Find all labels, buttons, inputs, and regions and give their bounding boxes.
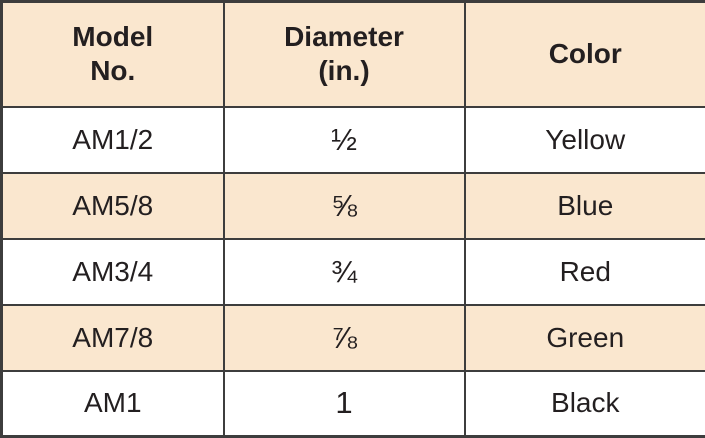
color-cell: Red (465, 239, 705, 305)
diameter-cell: ⅞ (224, 305, 465, 371)
color-cell: Black (465, 371, 705, 437)
table-row: AM1 1 Black (2, 371, 705, 437)
model-no-cell: AM1 (2, 371, 224, 437)
header-cell-diameter: Diameter (in.) (224, 2, 465, 107)
header-cell-color: Color (465, 2, 705, 107)
table-row: AM5/8 ⅝ Blue (2, 173, 705, 239)
diameter-cell: ¾ (224, 239, 465, 305)
model-no-cell: AM1/2 (2, 107, 224, 173)
table-row: AM7/8 ⅞ Green (2, 305, 705, 371)
header-cell-model-no: Model No. (2, 2, 224, 107)
color-cell: Green (465, 305, 705, 371)
color-cell: Blue (465, 173, 705, 239)
model-no-cell: AM7/8 (2, 305, 224, 371)
diameter-cell: ⅝ (224, 173, 465, 239)
diameter-cell: ½ (224, 107, 465, 173)
diameter-cell: 1 (224, 371, 465, 437)
model-no-cell: AM3/4 (2, 239, 224, 305)
header-row: Model No. Diameter (in.) Color (2, 2, 705, 107)
table-row: AM1/2 ½ Yellow (2, 107, 705, 173)
table-row: AM3/4 ¾ Red (2, 239, 705, 305)
color-cell: Yellow (465, 107, 705, 173)
model-no-cell: AM5/8 (2, 173, 224, 239)
